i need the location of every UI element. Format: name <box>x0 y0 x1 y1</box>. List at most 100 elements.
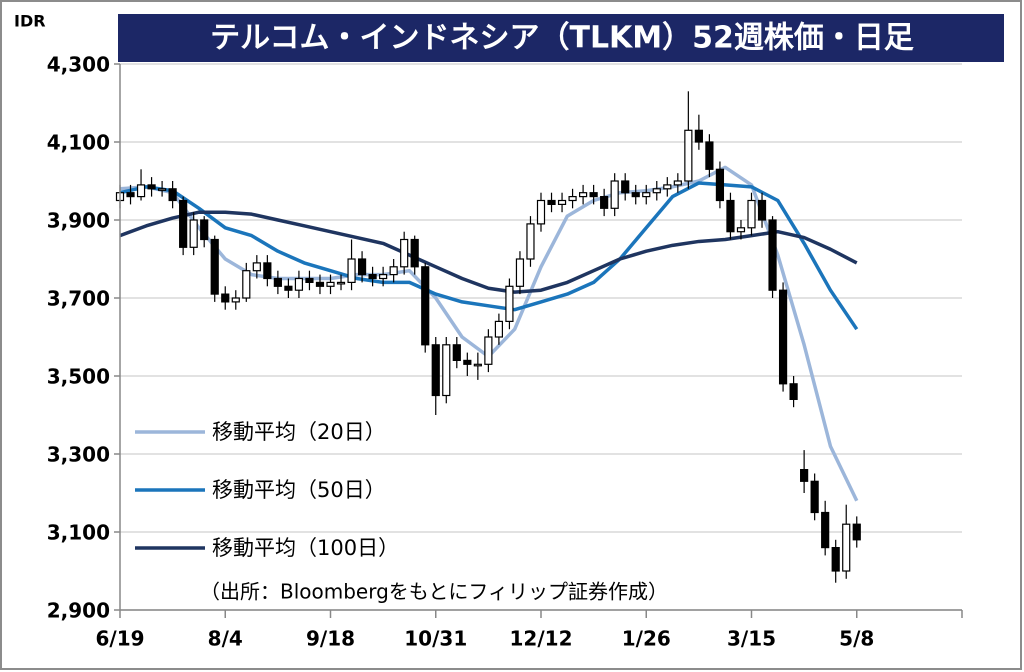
title-box <box>118 14 1004 62</box>
candle-body <box>705 141 714 170</box>
candle-body <box>810 480 819 514</box>
x-tick-label: 3/15 <box>727 627 776 651</box>
candle-body <box>578 192 588 198</box>
candles <box>115 91 861 583</box>
candle-body <box>326 281 335 287</box>
candle-body <box>757 199 767 221</box>
candle-body <box>252 262 261 272</box>
x-tick-label: 9/18 <box>306 627 355 651</box>
candle-body <box>663 184 672 190</box>
candle-body <box>210 238 219 295</box>
candle-body <box>631 192 640 198</box>
candle-body <box>158 188 167 191</box>
candle-body <box>684 129 693 182</box>
candle-body <box>273 277 282 287</box>
candle-body <box>410 238 419 268</box>
y-unit: IDR <box>14 12 46 31</box>
candle-body <box>400 238 409 268</box>
candle-body <box>189 219 198 248</box>
source-note: （出所：Bloombergをもとにフィリップ証券作成） <box>200 580 668 604</box>
candle-body <box>505 285 514 322</box>
candle-body <box>294 277 304 291</box>
candle-body <box>852 523 861 541</box>
x-tick-label: 1/26 <box>622 627 671 651</box>
candle-body <box>526 223 535 260</box>
candle-body <box>200 219 209 241</box>
candle-body <box>168 188 177 202</box>
candle-body <box>610 180 619 209</box>
x-tick-label: 10/31 <box>404 627 467 651</box>
candle-body <box>452 344 461 361</box>
candle-body <box>821 511 830 549</box>
candle-body <box>379 274 388 280</box>
candle-body <box>263 262 272 280</box>
candle-body <box>242 270 251 299</box>
y-tick-label: 3,900 <box>47 209 110 233</box>
candle-body <box>842 523 851 572</box>
candle-body <box>136 184 146 198</box>
candle-body <box>715 168 725 202</box>
candle-body <box>673 180 682 186</box>
candle-body <box>315 281 325 287</box>
candle-body <box>694 129 703 143</box>
candle-body <box>600 196 609 209</box>
x-tick-label: 6/19 <box>95 627 144 651</box>
candle-body <box>747 199 756 229</box>
chart-title: テルコム・インドネシア（TLKM）52週株価・日足 <box>210 21 914 56</box>
candle-body <box>547 199 556 205</box>
candle-body <box>557 199 567 205</box>
candle-body <box>284 285 293 291</box>
axes: 2,900 3,100 3,300 3,500 3,700 3,900 4,100 4,300… <box>47 53 963 651</box>
candle-body <box>473 363 482 367</box>
candle-body <box>147 184 156 190</box>
candle-body <box>442 344 451 397</box>
x-tick-label: 5/8 <box>839 627 874 651</box>
moving-average-line <box>119 181 859 331</box>
y-tick-label: 2,900 <box>47 599 110 623</box>
legend-label: 移動平均（20日） <box>212 420 386 444</box>
candle-body <box>621 180 630 194</box>
candle-body <box>536 199 546 225</box>
candle-body <box>221 293 230 303</box>
candle-body <box>431 344 440 397</box>
legend-label: 移動平均（100日） <box>212 536 399 560</box>
legend-label: 移動平均（50日） <box>212 478 386 502</box>
candle-body <box>336 281 346 285</box>
candle-body <box>726 199 735 233</box>
moving-average-line <box>119 210 858 294</box>
candle-body <box>305 277 314 284</box>
y-tick-label: 3,500 <box>47 365 110 389</box>
candle-body <box>368 274 377 280</box>
candle-body <box>768 219 777 291</box>
candle-body <box>736 227 746 233</box>
candle-body <box>589 192 598 198</box>
candle-body <box>831 546 840 572</box>
y-tick-label: 4,100 <box>47 131 110 155</box>
y-tick-label: 4,300 <box>47 53 110 77</box>
candle-body <box>778 289 788 385</box>
candle-body <box>389 266 398 276</box>
candle-body <box>568 196 577 202</box>
candle-body <box>642 192 651 198</box>
candle-body <box>463 359 472 365</box>
candle-body <box>789 383 798 400</box>
candle-body <box>357 258 367 276</box>
candle-body <box>484 336 493 365</box>
candle-body <box>494 320 503 338</box>
candle-body <box>800 469 809 482</box>
candle-body <box>231 297 240 303</box>
y-tick-label: 3,100 <box>47 521 110 545</box>
legend: 移動平均（20日） 移動平均（50日） 移動平均（100日） <box>135 420 399 560</box>
candle-body <box>421 266 430 346</box>
candle-body <box>126 192 135 198</box>
x-tick-label: 8/4 <box>208 627 243 651</box>
y-tick-label: 3,700 <box>47 287 110 311</box>
candle-body <box>347 258 356 283</box>
y-tick-label: 3,300 <box>47 443 110 467</box>
x-tick-label: 12/12 <box>510 627 573 651</box>
candle-body <box>179 199 188 248</box>
candle-body <box>515 258 525 287</box>
candle-body <box>652 188 661 194</box>
